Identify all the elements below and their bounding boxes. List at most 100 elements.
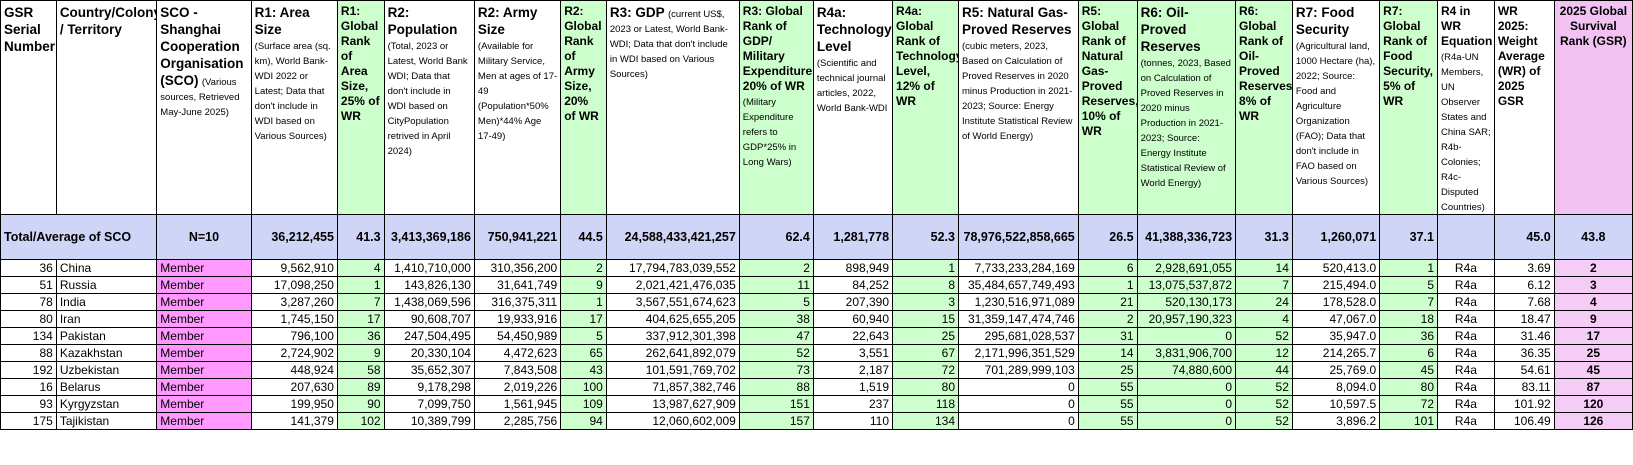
- cell-tech-rank: 1: [892, 259, 959, 277]
- cell-eq: R4a: [1437, 361, 1495, 379]
- table-row: 192 Uzbekistan Member 448,924 58 35,652,307 7,…: [0, 361, 1633, 379]
- cell-area-rank: 7: [336, 293, 385, 311]
- cell-food-rank: 6: [1379, 344, 1438, 362]
- cell-gdp: 337,912,301,398: [605, 327, 740, 345]
- cell-status: Member: [156, 276, 252, 294]
- cell-wr: 3.69: [1493, 259, 1555, 277]
- cell-gdp-rank: 151: [738, 395, 814, 413]
- cell-gdp-rank: 52: [738, 344, 814, 362]
- cell-gsr: 25: [1553, 344, 1633, 362]
- header-r7-food: R7: Food Security (Agricultural land, 100…: [1291, 0, 1381, 215]
- header-gsr-serial: GSR Serial Number: [0, 0, 57, 215]
- cell-country: Belarus: [55, 378, 158, 396]
- country-rows: 36 China Member 9,562,910 4 1,410,710,000 310,…: [0, 259, 1633, 430]
- cell-gdp-rank: 2: [738, 259, 814, 277]
- cell-eq: R4a: [1437, 395, 1495, 413]
- header-r1-rank: R1: Global Rank of Area Size, 25% of WR: [336, 0, 385, 215]
- cell-area: 448,924: [250, 361, 338, 379]
- cell-oil-rank: 52: [1235, 378, 1293, 396]
- cell-country: Pakistan: [55, 327, 158, 345]
- cell-gdp-rank: 73: [738, 361, 814, 379]
- cell-area-rank: 90: [336, 395, 385, 413]
- cell-army-rank: 65: [560, 344, 607, 362]
- cell-army-rank: 43: [560, 361, 607, 379]
- cell-food-rank: 72: [1379, 395, 1438, 413]
- cell-oil-rank: 52: [1235, 395, 1293, 413]
- cell-area-rank: 36: [336, 327, 385, 345]
- cell-gas-rank: 21: [1077, 293, 1138, 311]
- total-gas: 78,976,522,858,665: [958, 214, 1079, 260]
- cell-status: Member: [156, 344, 252, 362]
- cell-tech-rank: 8: [892, 276, 959, 294]
- cell-wr: 18.47: [1493, 310, 1555, 328]
- cell-oil-rank: 12: [1235, 344, 1293, 362]
- cell-wr: 31.46: [1493, 327, 1555, 345]
- table-row: 88 Kazakhstan Member 2,724,902 9 20,330,104 4,…: [0, 344, 1633, 362]
- cell-oil: 2,928,691,055: [1136, 259, 1237, 277]
- cell-gdp: 101,591,769,702: [605, 361, 740, 379]
- cell-area: 3,287,260: [250, 293, 338, 311]
- cell-gsr: 45: [1553, 361, 1633, 379]
- cell-food-rank: 80: [1379, 378, 1438, 396]
- cell-gas: 0: [958, 395, 1079, 413]
- cell-tech: 898,949: [812, 259, 894, 277]
- cell-food-rank: 5: [1379, 276, 1438, 294]
- header-row: GSR Serial Number Country/Colony / Terri…: [0, 0, 1633, 215]
- header-r6-oil: R6: Oil-Proved Reserves (tonnes, 2023, Ba…: [1136, 0, 1237, 215]
- total-tech: 1,281,778: [812, 214, 894, 260]
- cell-gas-rank: 6: [1077, 259, 1138, 277]
- cell-area-rank: 9: [336, 344, 385, 362]
- header-r5-gas: R5: Natural Gas-Proved Reserves (cubic me…: [958, 0, 1079, 215]
- cell-army-rank: 1: [560, 293, 607, 311]
- cell-status: Member: [156, 378, 252, 396]
- cell-army: 2,019,226: [473, 378, 562, 396]
- cell-army: 2,285,756: [473, 412, 562, 430]
- cell-eq: R4a: [1437, 378, 1495, 396]
- total-food: 1,260,071: [1291, 214, 1381, 260]
- total-food-rank: 37.1: [1379, 214, 1438, 260]
- cell-serial: 80: [0, 310, 57, 328]
- cell-wr: 83.11: [1493, 378, 1555, 396]
- cell-country: China: [55, 259, 158, 277]
- header-r2-army: R2: Army Size (Available for Military Ser…: [473, 0, 562, 215]
- cell-country: Kyrgyzstan: [55, 395, 158, 413]
- cell-gas: 295,681,028,537: [958, 327, 1079, 345]
- total-gas-rank: 26.5: [1077, 214, 1138, 260]
- cell-gdp-rank: 157: [738, 412, 814, 430]
- cell-gas-rank: 55: [1077, 412, 1138, 430]
- total-equation: [1437, 214, 1495, 260]
- total-label: Total/Average of SCO: [0, 214, 158, 260]
- cell-pop: 35,652,307: [383, 361, 475, 379]
- cell-oil: 520,130,173: [1136, 293, 1237, 311]
- header-r5-rank: R5: Global Rank of Natural Gas-Proved Re…: [1077, 0, 1138, 215]
- cell-food: 25,769.0: [1291, 361, 1381, 379]
- table-row: 134 Pakistan Member 796,100 36 247,504,495 54,…: [0, 327, 1633, 345]
- cell-area: 17,098,250: [250, 276, 338, 294]
- cell-eq: R4a: [1437, 259, 1495, 277]
- cell-food: 214,265.7: [1291, 344, 1381, 362]
- cell-country: Tajikistan: [55, 412, 158, 430]
- cell-food: 35,947.0: [1291, 327, 1381, 345]
- cell-army: 1,561,945: [473, 395, 562, 413]
- cell-serial: 88: [0, 344, 57, 362]
- cell-wr: 36.35: [1493, 344, 1555, 362]
- cell-eq: R4a: [1437, 344, 1495, 362]
- cell-status: Member: [156, 310, 252, 328]
- cell-serial: 192: [0, 361, 57, 379]
- cell-army-rank: 100: [560, 378, 607, 396]
- cell-army-rank: 17: [560, 310, 607, 328]
- sco-rank-table: GSR Serial Number Country/Colony / Terri…: [0, 0, 1633, 430]
- cell-pop: 1,438,069,596: [383, 293, 475, 311]
- cell-army: 4,472,623: [473, 344, 562, 362]
- total-gdp: 24,588,433,421,257: [605, 214, 740, 260]
- cell-serial: 93: [0, 395, 57, 413]
- cell-pop: 9,178,298: [383, 378, 475, 396]
- table-row: 175 Tajikistan Member 141,379 102 10,389,799 2…: [0, 412, 1633, 430]
- cell-tech-rank: 3: [892, 293, 959, 311]
- cell-gdp-rank: 11: [738, 276, 814, 294]
- cell-tech: 60,940: [812, 310, 894, 328]
- header-r4a-rank: R4a: Global Rank of Technology Level, 12…: [892, 0, 959, 215]
- header-r4a-technology: R4a: Technology Level (Scientific and tec…: [812, 0, 894, 215]
- cell-gdp: 71,857,382,746: [605, 378, 740, 396]
- cell-gas-rank: 55: [1077, 395, 1138, 413]
